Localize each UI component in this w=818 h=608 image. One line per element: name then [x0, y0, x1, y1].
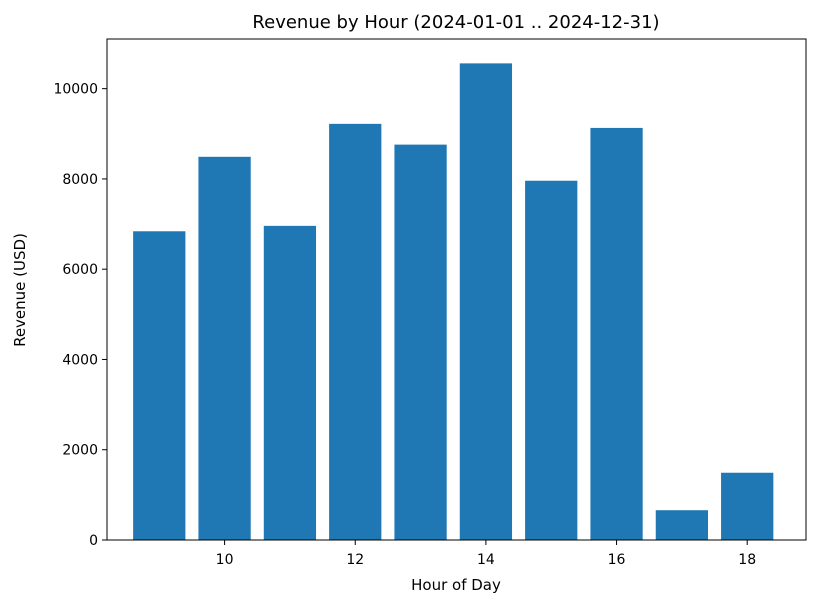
y-axis: 0 2000 4000 6000 8000 10000	[53, 82, 107, 549]
y-tick-label: 4000	[62, 352, 98, 368]
x-tick-label: 10	[216, 552, 234, 568]
y-tick-label: 0	[89, 533, 98, 549]
y-tick-label: 6000	[62, 262, 98, 278]
x-tick-label: 16	[608, 552, 626, 568]
x-tick-label: 18	[738, 552, 756, 568]
bar-hour-17	[655, 510, 709, 540]
bar-hour-13	[394, 144, 447, 540]
y-tick-label: 2000	[62, 443, 98, 459]
bar-hour-9	[133, 231, 186, 540]
bar-hour-14	[459, 63, 513, 540]
plot-frame	[106, 38, 807, 541]
bar-hour-12	[329, 123, 382, 540]
x-tick-label: 12	[346, 552, 364, 568]
x-axis-label: Hour of Day	[411, 576, 501, 594]
bar-hour-18	[721, 472, 774, 540]
y-tick-label: 10000	[53, 82, 98, 98]
chart-title: Revenue by Hour (2024-01-01 .. 2024-12-3…	[252, 12, 659, 33]
bar-hour-10	[198, 156, 251, 540]
x-tick-label: 14	[477, 552, 495, 568]
y-axis-label: Revenue (USD)	[11, 233, 29, 347]
bars-group	[133, 63, 774, 541]
bar-hour-15	[525, 180, 578, 541]
bar-hour-11	[263, 225, 317, 540]
x-axis: 10 12 14 16 18	[216, 540, 756, 568]
bar-hour-16	[590, 127, 643, 541]
y-tick-label: 8000	[62, 172, 98, 188]
